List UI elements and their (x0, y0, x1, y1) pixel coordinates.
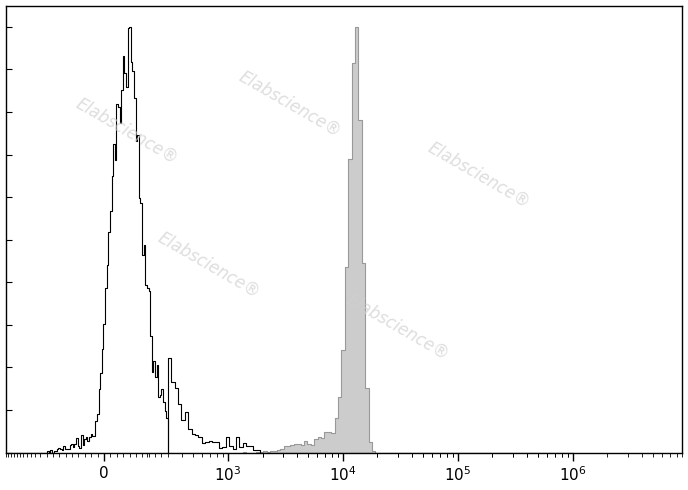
Text: Elabscience®: Elabscience® (154, 228, 263, 301)
Text: Elabscience®: Elabscience® (344, 291, 453, 364)
Text: Elabscience®: Elabscience® (73, 94, 182, 167)
Text: Elabscience®: Elabscience® (425, 139, 534, 212)
Text: Elabscience®: Elabscience® (235, 67, 344, 141)
